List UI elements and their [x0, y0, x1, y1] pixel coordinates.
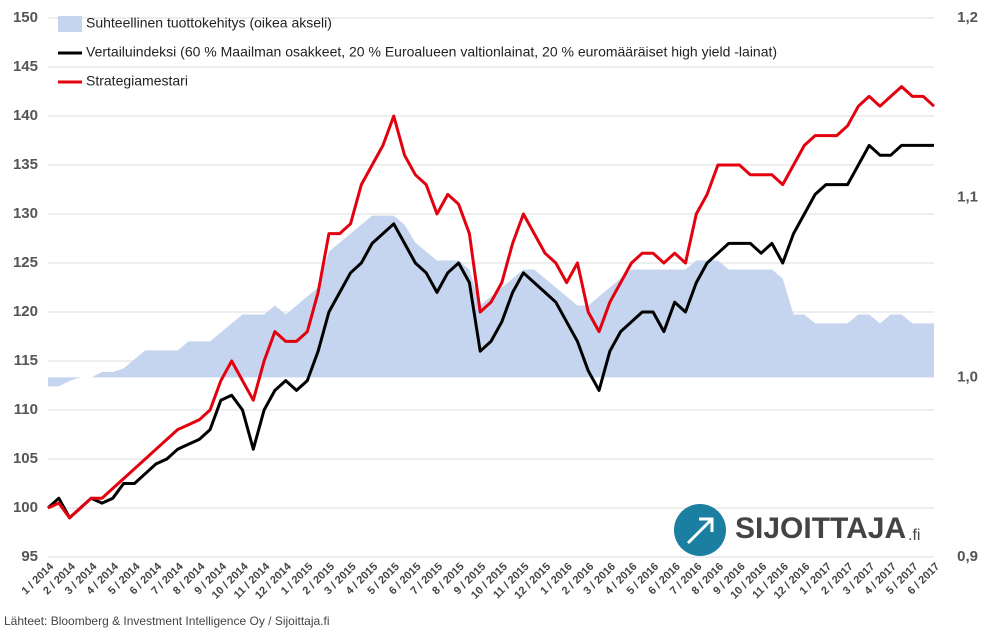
- y2-tick-label: 1,0: [957, 368, 978, 385]
- legend-label: Strategiamestari: [86, 73, 188, 89]
- y2-tick-label: 1,2: [957, 9, 978, 26]
- y-tick-label: 145: [13, 58, 38, 75]
- legend-label: Vertailuindeksi (60 % Maailman osakkeet,…: [86, 44, 777, 60]
- y-tick-label: 125: [13, 254, 38, 271]
- logo-arrow: [686, 517, 714, 545]
- y-tick-label: 130: [13, 205, 38, 222]
- y-tick-label: 140: [13, 107, 38, 124]
- y-tick-label: 150: [13, 9, 38, 26]
- line: [46, 143, 934, 520]
- line: [47, 85, 936, 520]
- y-tick-label: 135: [13, 156, 38, 173]
- y-tick-label: 95: [21, 548, 38, 565]
- y2-tick-label: 1,1: [957, 189, 978, 206]
- legend-swatch: [58, 16, 82, 32]
- logo: SIJOITTAJA .fi: [674, 504, 920, 556]
- logo-suffix: .fi: [908, 527, 920, 544]
- legend-label: Suhteellinen tuottokehitys (oikea akseli…: [86, 15, 332, 31]
- source: Lähteet: Bloomberg & Investment Intellig…: [4, 614, 330, 628]
- y-tick-label: 115: [14, 352, 38, 369]
- y2-tick-label: 0,9: [957, 548, 978, 565]
- y-tick-label: 105: [13, 450, 38, 467]
- y-tick-label: 100: [13, 499, 38, 516]
- y-tick-label: 120: [13, 303, 38, 320]
- logo-text: SIJOITTAJA: [735, 512, 906, 545]
- y-tick-label: 110: [14, 401, 38, 418]
